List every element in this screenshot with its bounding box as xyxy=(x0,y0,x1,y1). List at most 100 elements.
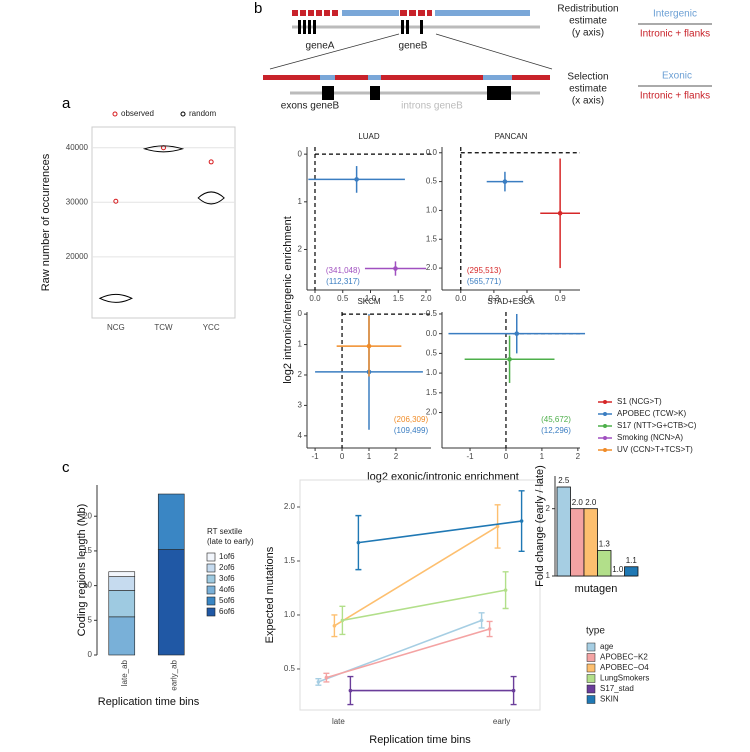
y-tick-label: 2 xyxy=(298,245,303,254)
exonic-region xyxy=(368,75,381,80)
x-tick-label: 2 xyxy=(394,452,399,461)
y-tick-label: 3 xyxy=(298,401,303,410)
violin xyxy=(98,293,133,303)
x-tick-label: TCW xyxy=(154,323,173,332)
bar xyxy=(570,508,585,577)
legend-swatch xyxy=(206,552,216,562)
point xyxy=(366,343,372,349)
x-tick-label: late xyxy=(332,717,345,726)
annotation: (109,499) xyxy=(394,426,429,435)
plot-frame xyxy=(91,126,236,319)
y-tick-label: 0.0 xyxy=(426,148,438,157)
legend-label: APOBEC−K2 xyxy=(600,653,648,662)
annotation: (341,048) xyxy=(326,266,361,275)
point xyxy=(340,618,345,623)
y-tick-label: 30000 xyxy=(66,197,89,206)
point xyxy=(495,524,500,529)
facet-title: STAD+ESCA xyxy=(487,297,535,306)
point xyxy=(502,179,508,184)
x-axis-title: Replication time bins xyxy=(98,696,200,708)
x-tick-label: NCG xyxy=(107,323,125,332)
legend-label: S1 (NCG>T) xyxy=(617,397,662,406)
y-tick-label: 1.5 xyxy=(426,234,438,243)
y-tick-label: 0 xyxy=(298,149,303,158)
observed-point xyxy=(113,198,119,204)
legend-label: 1of6 xyxy=(219,552,235,561)
y-tick-label: 1 xyxy=(298,197,303,206)
y-tick-label: 1 xyxy=(298,340,303,349)
schematic: geneA geneB exons geneB introns geneB Re… xyxy=(263,4,712,112)
value-label: 1.1 xyxy=(626,556,638,565)
y-tick-label: 1.0 xyxy=(284,610,296,619)
legend-label: 3of6 xyxy=(219,574,235,583)
bar-segment xyxy=(108,576,136,591)
point xyxy=(393,266,398,271)
estimate-label: Redistribution xyxy=(557,4,618,15)
y-tick-label: 15 xyxy=(83,546,92,555)
x-tick-label: 0.0 xyxy=(309,294,321,303)
y-tick-label: 1.5 xyxy=(284,556,296,565)
value-label: 2.5 xyxy=(558,476,570,485)
ratio-denominator: Intronic + flanks xyxy=(640,29,710,40)
legend-swatch xyxy=(586,684,596,694)
value-label: 2.0 xyxy=(585,498,597,507)
x-tick-label: late_ab xyxy=(120,659,129,686)
y-axis-title: Coding regions length (Mb) xyxy=(76,504,88,637)
legend-label: age xyxy=(600,642,614,651)
bar-segment xyxy=(108,590,136,618)
legend-label: observed xyxy=(121,109,154,118)
panel-label: a xyxy=(62,95,71,112)
y-tick-label: 0 xyxy=(88,650,93,659)
point xyxy=(503,588,508,592)
x-tick-label: 0.3 xyxy=(488,294,500,303)
legend-dot xyxy=(603,424,607,428)
y-tick-label: 0.5 xyxy=(426,177,438,186)
series-line xyxy=(342,589,506,622)
legend-label: 5of6 xyxy=(219,596,235,605)
point xyxy=(487,627,492,631)
legend-swatch xyxy=(586,674,596,683)
bar xyxy=(556,486,571,577)
legend-swatch xyxy=(586,642,596,652)
legend-symbol xyxy=(180,111,186,117)
y-tick-label: -0.5 xyxy=(423,309,437,318)
legend-label: LungSmokers xyxy=(600,674,649,683)
legend-dot xyxy=(603,436,607,440)
intron-label: introns geneB xyxy=(401,101,463,112)
x-tick-label: 0 xyxy=(504,452,509,461)
legend-swatch xyxy=(206,574,216,584)
y-tick-label: 2 xyxy=(298,370,303,379)
legend-label: UV (CCN>T+TCS>T) xyxy=(617,445,693,454)
annotation: (45,672) xyxy=(541,415,571,424)
point xyxy=(316,680,321,684)
y-tick-label: 2.0 xyxy=(284,502,296,511)
x-tick-label: 0.9 xyxy=(555,294,567,303)
point xyxy=(356,540,361,545)
x-tick-label: 1 xyxy=(540,452,545,461)
value-label: 1.0 xyxy=(612,565,624,574)
y-tick-label: 1 xyxy=(546,571,551,580)
y-tick-label: 1.0 xyxy=(426,206,438,215)
annotation: (295,513) xyxy=(467,266,502,275)
exon xyxy=(370,86,380,100)
legend-label: 4of6 xyxy=(219,585,235,594)
panel-label: b xyxy=(254,0,262,17)
legend-dot xyxy=(603,448,607,452)
legend-swatch xyxy=(206,563,216,573)
x-tick-label: -1 xyxy=(312,452,320,461)
legend-label: APOBEC−O4 xyxy=(600,663,649,672)
bar xyxy=(597,550,612,577)
y-tick-label: 20 xyxy=(83,511,92,520)
y-tick-label: 5 xyxy=(88,615,93,624)
bar xyxy=(583,508,598,577)
legend-dot xyxy=(603,400,607,404)
y-tick-label: 0.0 xyxy=(426,329,438,338)
point xyxy=(514,331,520,336)
legend-title: type xyxy=(586,626,605,637)
x-tick-label: 1 xyxy=(367,452,372,461)
annotation: (12,296) xyxy=(541,426,571,435)
series-line xyxy=(326,628,490,679)
x-axis-title: Replication time bins xyxy=(369,734,471,746)
intronic-track xyxy=(263,75,550,80)
exonic-region xyxy=(483,75,512,80)
